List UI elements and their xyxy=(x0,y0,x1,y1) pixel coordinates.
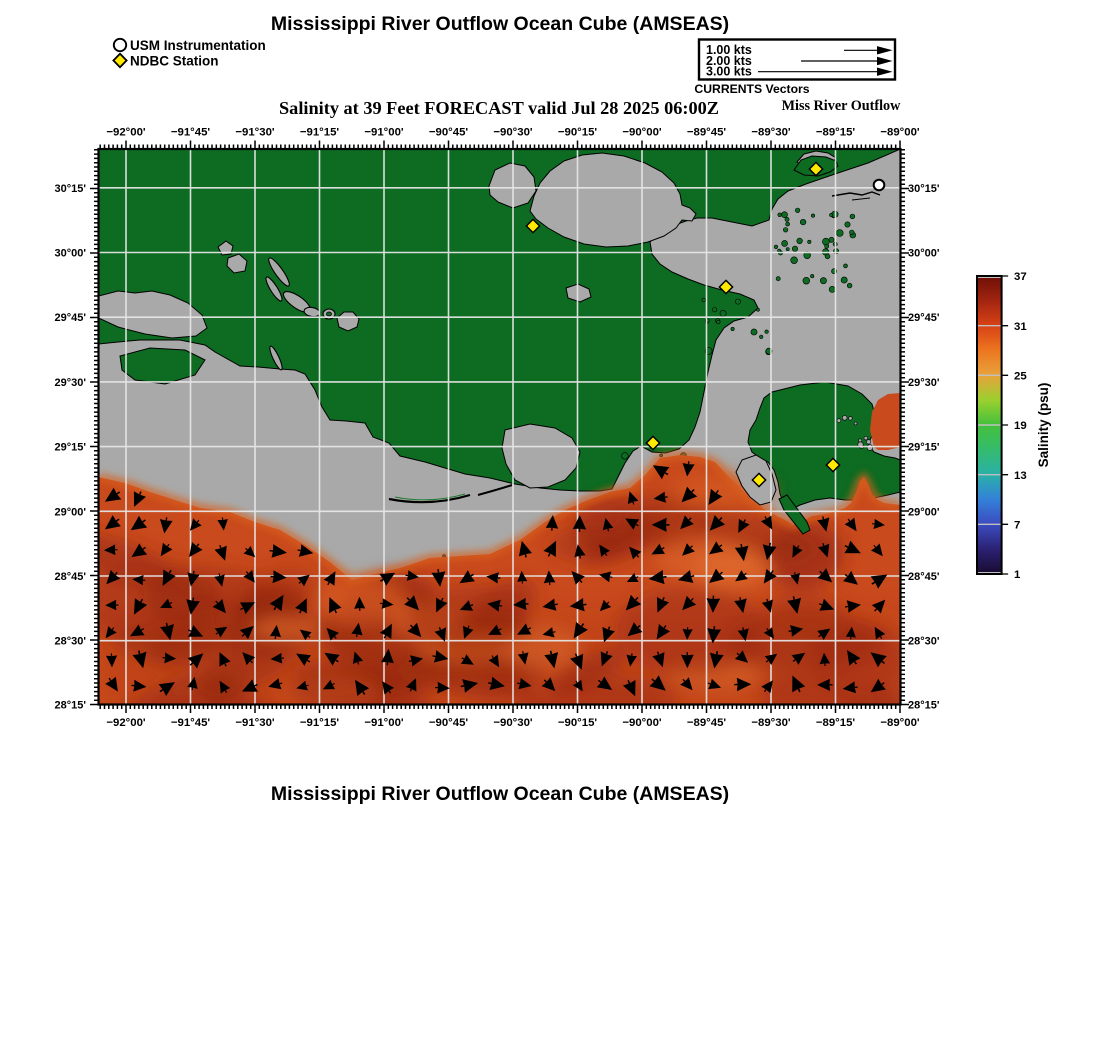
svg-text:−91°45': −91°45' xyxy=(171,126,211,138)
svg-text:NDBC Station: NDBC Station xyxy=(130,54,219,69)
svg-text:30°00': 30°00' xyxy=(55,248,87,260)
svg-text:29°15': 29°15' xyxy=(908,442,940,454)
svg-text:−91°15': −91°15' xyxy=(300,717,340,729)
svg-text:−89°00': −89°00' xyxy=(880,126,920,138)
svg-text:−89°00': −89°00' xyxy=(880,717,920,729)
svg-text:−92°00': −92°00' xyxy=(106,717,146,729)
svg-text:28°15': 28°15' xyxy=(55,700,87,712)
svg-text:Salinity at 39 Feet FORECAST v: Salinity at 39 Feet FORECAST valid Jul 2… xyxy=(279,98,719,118)
svg-text:−90°45': −90°45' xyxy=(429,717,469,729)
svg-text:−90°45': −90°45' xyxy=(429,126,469,138)
svg-text:−91°00': −91°00' xyxy=(364,717,404,729)
svg-text:−90°00': −90°00' xyxy=(622,717,662,729)
svg-text:Miss River Outflow: Miss River Outflow xyxy=(782,98,901,114)
svg-text:30°00': 30°00' xyxy=(908,248,940,260)
svg-text:29°00': 29°00' xyxy=(55,506,87,518)
svg-text:29°15': 29°15' xyxy=(55,442,87,454)
svg-text:−90°30': −90°30' xyxy=(493,126,533,138)
svg-text:−89°30': −89°30' xyxy=(751,126,791,138)
svg-text:−90°15': −90°15' xyxy=(558,126,598,138)
svg-text:−90°15': −90°15' xyxy=(558,717,598,729)
svg-text:−90°30': −90°30' xyxy=(493,717,533,729)
svg-text:Salinity (psu): Salinity (psu) xyxy=(1036,383,1051,468)
svg-text:29°45': 29°45' xyxy=(908,312,940,324)
svg-text:30°15': 30°15' xyxy=(55,183,87,195)
svg-text:3.00 kts: 3.00 kts xyxy=(706,65,752,79)
svg-text:29°30': 29°30' xyxy=(55,377,87,389)
svg-text:19: 19 xyxy=(1014,420,1027,432)
svg-text:1.00 kts: 1.00 kts xyxy=(706,43,752,57)
svg-text:−91°30': −91°30' xyxy=(235,717,275,729)
svg-text:31: 31 xyxy=(1014,321,1027,333)
svg-text:Mississippi River Outflow Ocea: Mississippi River Outflow Ocean Cube (AM… xyxy=(271,783,729,805)
svg-text:2.00 kts: 2.00 kts xyxy=(706,54,752,68)
svg-text:28°45': 28°45' xyxy=(908,571,940,583)
svg-text:−92°00': −92°00' xyxy=(106,126,146,138)
svg-text:30°15': 30°15' xyxy=(908,183,940,195)
svg-text:−91°15': −91°15' xyxy=(300,126,340,138)
svg-text:−89°15': −89°15' xyxy=(816,717,856,729)
svg-text:−89°30': −89°30' xyxy=(751,717,791,729)
svg-text:28°30': 28°30' xyxy=(55,636,87,648)
svg-text:−89°15': −89°15' xyxy=(816,126,856,138)
svg-text:13: 13 xyxy=(1014,470,1027,482)
svg-text:28°45': 28°45' xyxy=(55,571,87,583)
svg-text:CURRENTS Vectors: CURRENTS Vectors xyxy=(694,82,809,96)
svg-text:−91°45': −91°45' xyxy=(171,717,211,729)
svg-text:Mississippi River Outflow Ocea: Mississippi River Outflow Ocean Cube (AM… xyxy=(271,13,729,35)
svg-text:29°30': 29°30' xyxy=(908,377,940,389)
svg-text:37: 37 xyxy=(1014,271,1027,283)
svg-text:29°45': 29°45' xyxy=(55,312,87,324)
svg-text:−91°00': −91°00' xyxy=(364,126,404,138)
svg-text:−91°30': −91°30' xyxy=(235,126,275,138)
svg-text:USM Instrumentation: USM Instrumentation xyxy=(130,38,266,53)
svg-text:28°30': 28°30' xyxy=(908,636,940,648)
svg-text:−89°45': −89°45' xyxy=(687,717,727,729)
svg-text:−89°45': −89°45' xyxy=(687,126,727,138)
svg-text:25: 25 xyxy=(1014,371,1027,383)
svg-text:7: 7 xyxy=(1014,520,1020,532)
svg-text:1: 1 xyxy=(1014,569,1021,581)
svg-text:29°00': 29°00' xyxy=(908,506,940,518)
svg-text:28°15': 28°15' xyxy=(908,700,940,712)
svg-text:−90°00': −90°00' xyxy=(622,126,662,138)
